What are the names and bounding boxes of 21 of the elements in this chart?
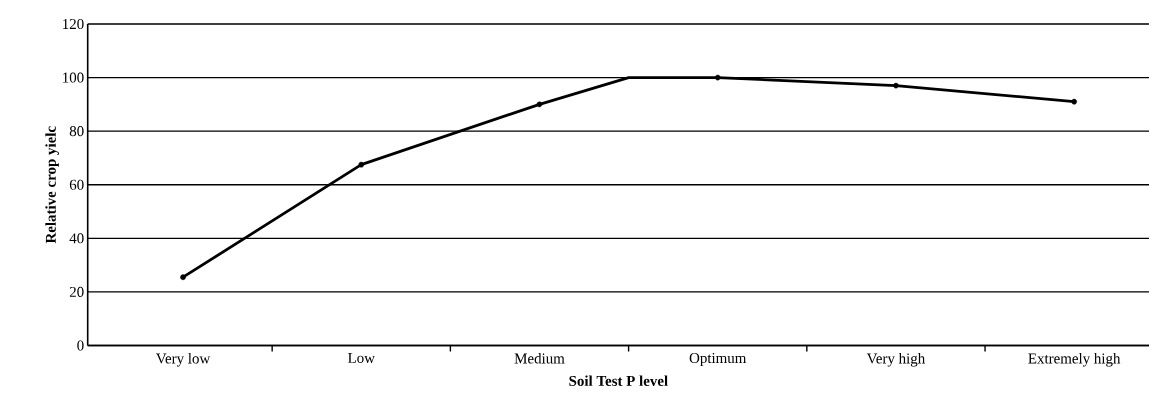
y-tick-label: 60	[69, 179, 84, 190]
x-tick-label: Extremely high	[1028, 353, 1121, 367]
y-tick-label: 80	[69, 126, 84, 137]
y-tick-label: 120	[63, 18, 84, 30]
point	[358, 161, 365, 168]
y-tick-label: 0	[77, 340, 84, 351]
point	[1071, 98, 1077, 105]
y-tick-label: 100	[63, 72, 84, 83]
y-tick-label: 20	[69, 286, 84, 297]
y-tick-label: 40	[69, 233, 84, 244]
point	[536, 101, 543, 108]
point	[893, 82, 899, 89]
x-axis-title: Soil Test P level	[569, 375, 668, 386]
x-tick-label: Low	[348, 353, 375, 363]
point	[180, 274, 186, 280]
x-tick-label: Very low	[156, 353, 211, 367]
y-axis-title: Relative crop yielc	[45, 126, 59, 244]
x-tick-label: Very high	[866, 353, 925, 367]
x-tick-label: Optimum	[689, 353, 747, 367]
x-tick-label: Medium	[514, 353, 565, 364]
point	[714, 74, 721, 81]
